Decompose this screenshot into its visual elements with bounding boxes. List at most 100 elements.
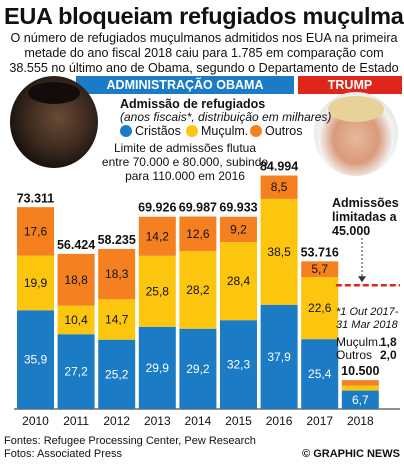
limit-note-line-3: 45.000	[332, 224, 371, 238]
partial-muslims-row: Muçulm. 1,8	[336, 335, 397, 349]
segment-label: 18,3	[105, 267, 129, 281]
sources-line: Fontes: Refugee Processing Center, Pew R…	[4, 435, 256, 447]
segment-label: 12,6	[186, 227, 210, 241]
segment-label: 5,7	[311, 262, 328, 276]
segment-label: 6,7	[352, 393, 369, 407]
obama-administration-band: ADMINISTRAÇÃO OBAMA	[76, 76, 294, 94]
tick-label-2017: 2017	[306, 414, 333, 428]
period-line-2: 31 Mar 2018	[336, 319, 398, 331]
tick-label-2016: 2016	[266, 414, 293, 428]
tick-label-2018: 2018	[347, 414, 374, 428]
total-label: 10.500	[341, 364, 379, 378]
bar-2017-cristos	[301, 339, 339, 409]
bar-2016-outros	[260, 175, 298, 199]
tick-label-2015: 2015	[225, 414, 252, 428]
partial-muslims-value: 1,8	[380, 335, 397, 349]
bar-2011-cristos	[57, 334, 95, 409]
bar-2011-outros	[57, 253, 95, 306]
total-label: 73.311	[17, 191, 55, 205]
trump-portrait	[314, 92, 398, 176]
page-title: EUA bloqueiam refugiados muçulmanos	[4, 3, 404, 29]
partial-others-value: 2,0	[380, 348, 397, 362]
legend-item-others: Outros	[250, 124, 303, 138]
segment-label: 25,2	[105, 367, 129, 381]
bar-2012-outros	[98, 248, 136, 300]
segment-label: 14,7	[105, 312, 129, 326]
segment-label: 27,2	[64, 365, 88, 379]
chart-subtitle: (anos fiscais*, distribuição em milhares…	[120, 110, 332, 124]
legend-item-christians: Cristãos	[120, 124, 181, 138]
segment-label: 38,5	[267, 245, 291, 259]
segment-label: 22,6	[308, 301, 332, 315]
segment-label: 17,6	[24, 224, 48, 238]
segment-label: 19,9	[24, 276, 48, 290]
total-label: 53.716	[301, 245, 339, 259]
legend-swatch-blue	[120, 125, 132, 137]
limit-note-line-1: Admissões	[332, 196, 399, 210]
legend-swatch-yellow	[186, 125, 198, 137]
partial-others-label: Outros	[336, 348, 373, 362]
limit-arrowhead	[358, 276, 366, 283]
bar-2016-muulm	[260, 198, 298, 305]
bar-2017-outros	[301, 261, 339, 277]
bar-2016-cristos	[260, 304, 298, 409]
bar-2014-outros	[179, 216, 217, 252]
bar-2011-muulm	[57, 305, 95, 335]
legend-label-muslims: Muçulm.	[201, 124, 249, 138]
bar-2013-outros	[138, 216, 176, 256]
segment-label: 10,4	[64, 313, 88, 327]
tick-label-2014: 2014	[185, 414, 212, 428]
partial-others-row: Outros 2,0	[336, 348, 397, 362]
segment-label: 14,2	[146, 229, 170, 243]
total-label: 69.987	[179, 201, 217, 215]
legend: Cristãos Muçulm. Outros	[120, 124, 310, 138]
page-subtitle: O número de refugiados muçulmanos admiti…	[9, 31, 399, 90]
segment-label: 29,9	[146, 361, 170, 375]
trump-band: TRUMP	[298, 76, 402, 94]
bar-2010-cristos	[17, 310, 54, 409]
bar-2012-muulm	[98, 299, 136, 340]
segment-label: 37,9	[267, 350, 291, 364]
tick-label-2011: 2011	[63, 414, 89, 428]
obama-portrait	[10, 76, 98, 168]
total-label: 56.424	[57, 238, 95, 252]
partial-muslims-label: Muçulm.	[336, 335, 382, 349]
tick-label-2012: 2012	[103, 414, 130, 428]
legend-swatch-orange	[250, 125, 262, 137]
total-label: 58.235	[98, 233, 136, 247]
bar-2013-muulm	[138, 255, 176, 327]
bar-2014-muulm	[179, 251, 217, 329]
period-line-1: *1 Out 2017-	[336, 306, 399, 318]
photos-credit: Fotos: Associated Press	[4, 448, 122, 460]
bar-2010-muulm	[17, 255, 54, 311]
segment-label: 25,4	[308, 367, 332, 381]
bar-2012-cristos	[98, 339, 136, 409]
bar-2014-cristos	[179, 328, 217, 409]
segment-label: 8,5	[271, 180, 288, 194]
bar-2018-outros	[341, 380, 379, 386]
legend-label-others: Outros	[265, 124, 303, 138]
segment-label: 25,8	[146, 284, 170, 298]
segment-label: 9,2	[230, 222, 247, 236]
bar-2015-muulm	[220, 242, 257, 321]
segment-label: 29,2	[186, 362, 210, 376]
limit-note-line-2: limitadas a	[332, 210, 397, 224]
bar-2010-outros	[17, 207, 54, 256]
segment-label: 18,8	[64, 273, 88, 287]
publisher-credit: © GRAPHIC NEWS	[302, 448, 400, 460]
total-label: 69.933	[219, 201, 257, 215]
limit-45000-note: Admissões limitadas a 45.000	[332, 196, 399, 238]
segment-label: 28,2	[186, 283, 210, 297]
segment-label: 32,3	[227, 358, 251, 372]
admissions-cap-note: Limite de admissões flutua entre 70.000 …	[101, 141, 269, 183]
total-label: 84.994	[260, 159, 298, 173]
legend-item-muslims: Muçulm.	[186, 124, 248, 138]
segment-label: 35,9	[24, 353, 48, 367]
tick-label-2010: 2010	[22, 414, 49, 428]
legend-label-christians: Cristãos	[135, 124, 181, 138]
bar-2018-muulm	[341, 385, 379, 391]
fiscal-2018-period-note: *1 Out 2017- 31 Mar 2018	[336, 306, 398, 332]
segment-label: 28,4	[227, 274, 251, 288]
